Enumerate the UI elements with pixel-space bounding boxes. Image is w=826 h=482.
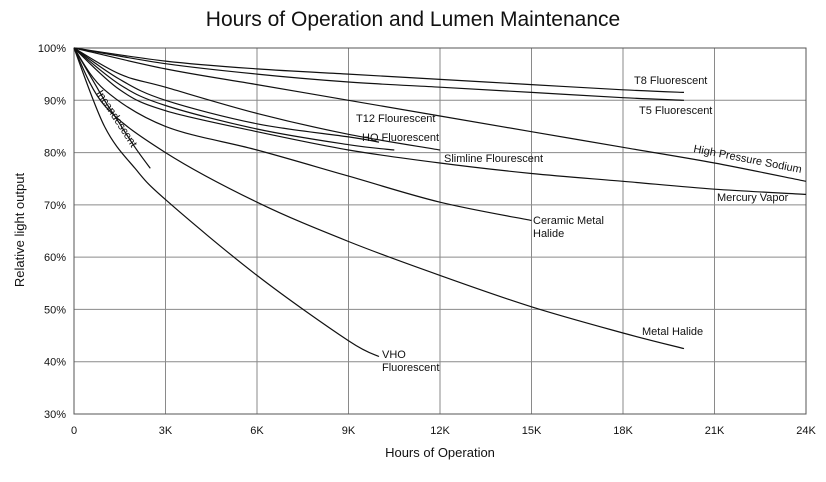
series-label-t5-fluorescent: T5 Fluorescent xyxy=(639,105,712,117)
series-label-line: Halide xyxy=(533,228,564,240)
series-label-ho-fluorescent: HO Fluorescent xyxy=(362,132,439,144)
series-label-line: Metal Halide xyxy=(642,326,703,338)
y-tick-label: 80% xyxy=(44,148,66,160)
plot-frame xyxy=(73,47,807,415)
series-label-line: Mercury Vapor xyxy=(717,192,789,204)
series-line-t5-fluorescent xyxy=(73,47,685,101)
series-label-line: High Pressure Sodium xyxy=(692,143,802,176)
series-label-t8-fluorescent: T8 Fluorescent xyxy=(634,75,707,87)
series-label-line: T5 Fluorescent xyxy=(639,105,712,117)
x-tick-label: 18K xyxy=(613,425,633,437)
series-line-metal-halide xyxy=(73,47,685,350)
series-line-mercury-vapor xyxy=(73,47,807,195)
chart-title: Hours of Operation and Lumen Maintenance xyxy=(205,8,621,31)
series-line-ho-fluorescent xyxy=(73,47,395,151)
y-tick-label: 30% xyxy=(44,409,66,421)
series-label-line: T8 Fluorescent xyxy=(634,75,707,87)
tick-labels: 30% 40% 50% 60% 70% 80% 90% 100% 0 3K 6K 9K 12K 15K 18… xyxy=(38,43,817,437)
y-tick-label: 40% xyxy=(44,357,66,369)
y-tick-label: 100% xyxy=(38,43,66,55)
series-line-ceramic-metal-halide xyxy=(73,47,532,222)
x-tick-label: 0 xyxy=(71,425,77,437)
y-tick-label: 90% xyxy=(44,95,66,107)
series-line-high-pressure-sodium xyxy=(73,47,807,182)
x-tick-label: 3K xyxy=(159,425,173,437)
x-axis-title: Hours of Operation xyxy=(385,445,495,460)
x-tick-label: 21K xyxy=(705,425,725,437)
series-label-line: T12 Flourescent xyxy=(356,113,435,125)
series-label-line: HO Fluorescent xyxy=(362,132,439,144)
x-tick-label: 15K xyxy=(522,425,542,437)
series-label-high-pressure-sodium: High Pressure Sodium xyxy=(692,143,802,176)
series-line-slimline-flourescent xyxy=(73,47,441,151)
series-label-vho-fluorescent: VHO Fluorescent xyxy=(382,349,439,374)
series-line-vho-fluorescent xyxy=(73,47,380,358)
x-tick-label: 6K xyxy=(250,425,264,437)
series-label-mercury-vapor: Mercury Vapor xyxy=(717,192,789,204)
series-label-line: Ceramic Metal xyxy=(533,215,604,227)
x-tick-label: 24K xyxy=(796,425,816,437)
series-label-line: Slimline Flourescent xyxy=(444,153,543,165)
y-tick-label: 60% xyxy=(44,252,66,264)
series-label-slimline-flourescent: Slimline Flourescent xyxy=(444,153,543,165)
curve-layer xyxy=(73,47,807,358)
x-tick-label: 12K xyxy=(430,425,450,437)
y-tick-label: 70% xyxy=(44,200,66,212)
series-line-t8-fluorescent xyxy=(73,47,685,93)
series-label-metal-halide: Metal Halide xyxy=(642,326,703,338)
y-axis-title: Relative light output xyxy=(12,173,27,288)
series-label-t12-flourescent: T12 Flourescent xyxy=(356,113,435,125)
grid-layer xyxy=(73,47,807,415)
series-line-incandescent xyxy=(73,47,151,169)
series-label-line: Fluorescent xyxy=(382,362,439,374)
series-label-line: VHO xyxy=(382,349,406,361)
x-tick-label: 9K xyxy=(342,425,356,437)
series-line-t12-flourescent xyxy=(73,47,380,143)
series-label-ceramic-metal-halide: Ceramic Metal Halide xyxy=(533,215,604,240)
y-tick-label: 50% xyxy=(44,304,66,316)
